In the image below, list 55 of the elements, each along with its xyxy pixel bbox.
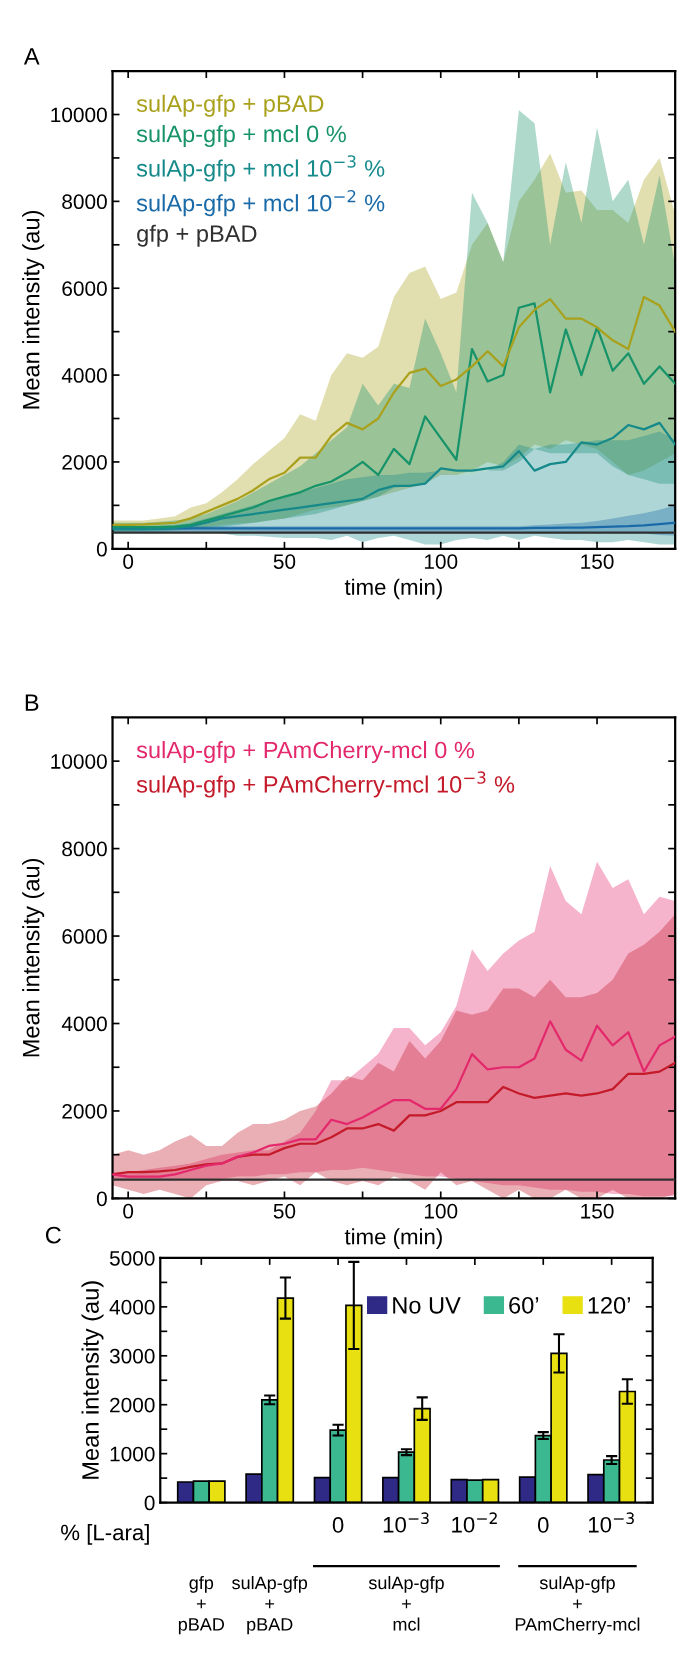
x-tick-label: 100 (424, 554, 458, 569)
text: A (23, 48, 40, 65)
legend-label: 60’ (509, 1296, 539, 1314)
line-series (112, 1020, 676, 1178)
y-tick-label: 4000 (109, 1299, 155, 1315)
text: sulAp-gfp + mcl 10$^{−2}$ % (136, 189, 385, 217)
x-axis-title: time (min) (344, 1228, 442, 1249)
text: sulAp-gfp + mcl 10$^{−3}$ % (136, 155, 385, 182)
y-tick-label: 4000 (61, 1016, 107, 1032)
y-tick-label: 3000 (109, 1348, 155, 1364)
y-tick-label: 8000 (62, 841, 107, 857)
y-tick-label: 0 (96, 541, 107, 557)
y-tick-label: 8000 (62, 194, 107, 210)
text: gfp + pBAD (137, 224, 257, 247)
y-axis-title: Mean intensity (au) (22, 858, 45, 1057)
y-tick-label: 6000 (62, 929, 107, 944)
text: C (45, 1226, 61, 1244)
text: sulAp-gfp + pBAD (136, 94, 324, 117)
y-axis-title: Mean intensity (au) (81, 1281, 104, 1479)
y-tick-label: 2000 (62, 454, 107, 470)
legend-label: No UV (393, 1297, 461, 1314)
text: gfp + pBAD (178, 1575, 225, 1635)
x-tick-label: 0 (537, 1517, 549, 1533)
x-tick-label: 150 (581, 554, 614, 569)
y-axis-title: Mean intensity (au) (22, 211, 45, 409)
y-tick-label: 6000 (62, 281, 107, 296)
text: sulAp-gfp + mcl (368, 1575, 444, 1631)
y-tick-label: 2000 (110, 1397, 155, 1413)
y-tick-label: 10000 (51, 754, 107, 769)
text: sulAp-gfp + PAmCherry-mcl (515, 1575, 640, 1635)
line-series (112, 421, 676, 531)
y-tick-label: 0 (96, 1191, 107, 1207)
y-tick-label: 10000 (51, 107, 107, 123)
x-tick-label: 10$^{−2}$ (452, 1512, 497, 1533)
line-series (112, 1061, 676, 1176)
text: sulAp-gfp + mcl 0 % (136, 124, 346, 147)
x-tick-label: 10$^{−3}$ (383, 1512, 429, 1533)
y-tick-label: 2000 (62, 1103, 107, 1119)
x-axis-title: time (min) (344, 578, 442, 600)
x-tick-label: 0 (332, 1517, 344, 1533)
x-tick-label: 10$^{−3}$ (589, 1512, 634, 1533)
text: % [L-ara] (61, 1524, 149, 1545)
x-tick-label: 50 (273, 554, 296, 569)
x-tick-label: 50 (273, 1203, 296, 1219)
text: B (25, 694, 39, 711)
x-tick-label: 100 (424, 1203, 458, 1219)
text: sulAp-gfp + PAmCherry-mcl 10$^{−3}$ % (136, 771, 515, 798)
legend-label: 120’ (588, 1296, 630, 1314)
y-tick-label: 1000 (110, 1446, 155, 1462)
y-tick-label: 4000 (61, 368, 107, 383)
text: sulAp-gfp + pBAD (232, 1575, 308, 1635)
y-tick-label: 5000 (109, 1250, 155, 1266)
x-tick-label: 150 (581, 1203, 614, 1219)
y-tick-label: 0 (144, 1495, 155, 1511)
text: sulAp-gfp + PAmCherry-mcl 0 % (136, 741, 475, 764)
